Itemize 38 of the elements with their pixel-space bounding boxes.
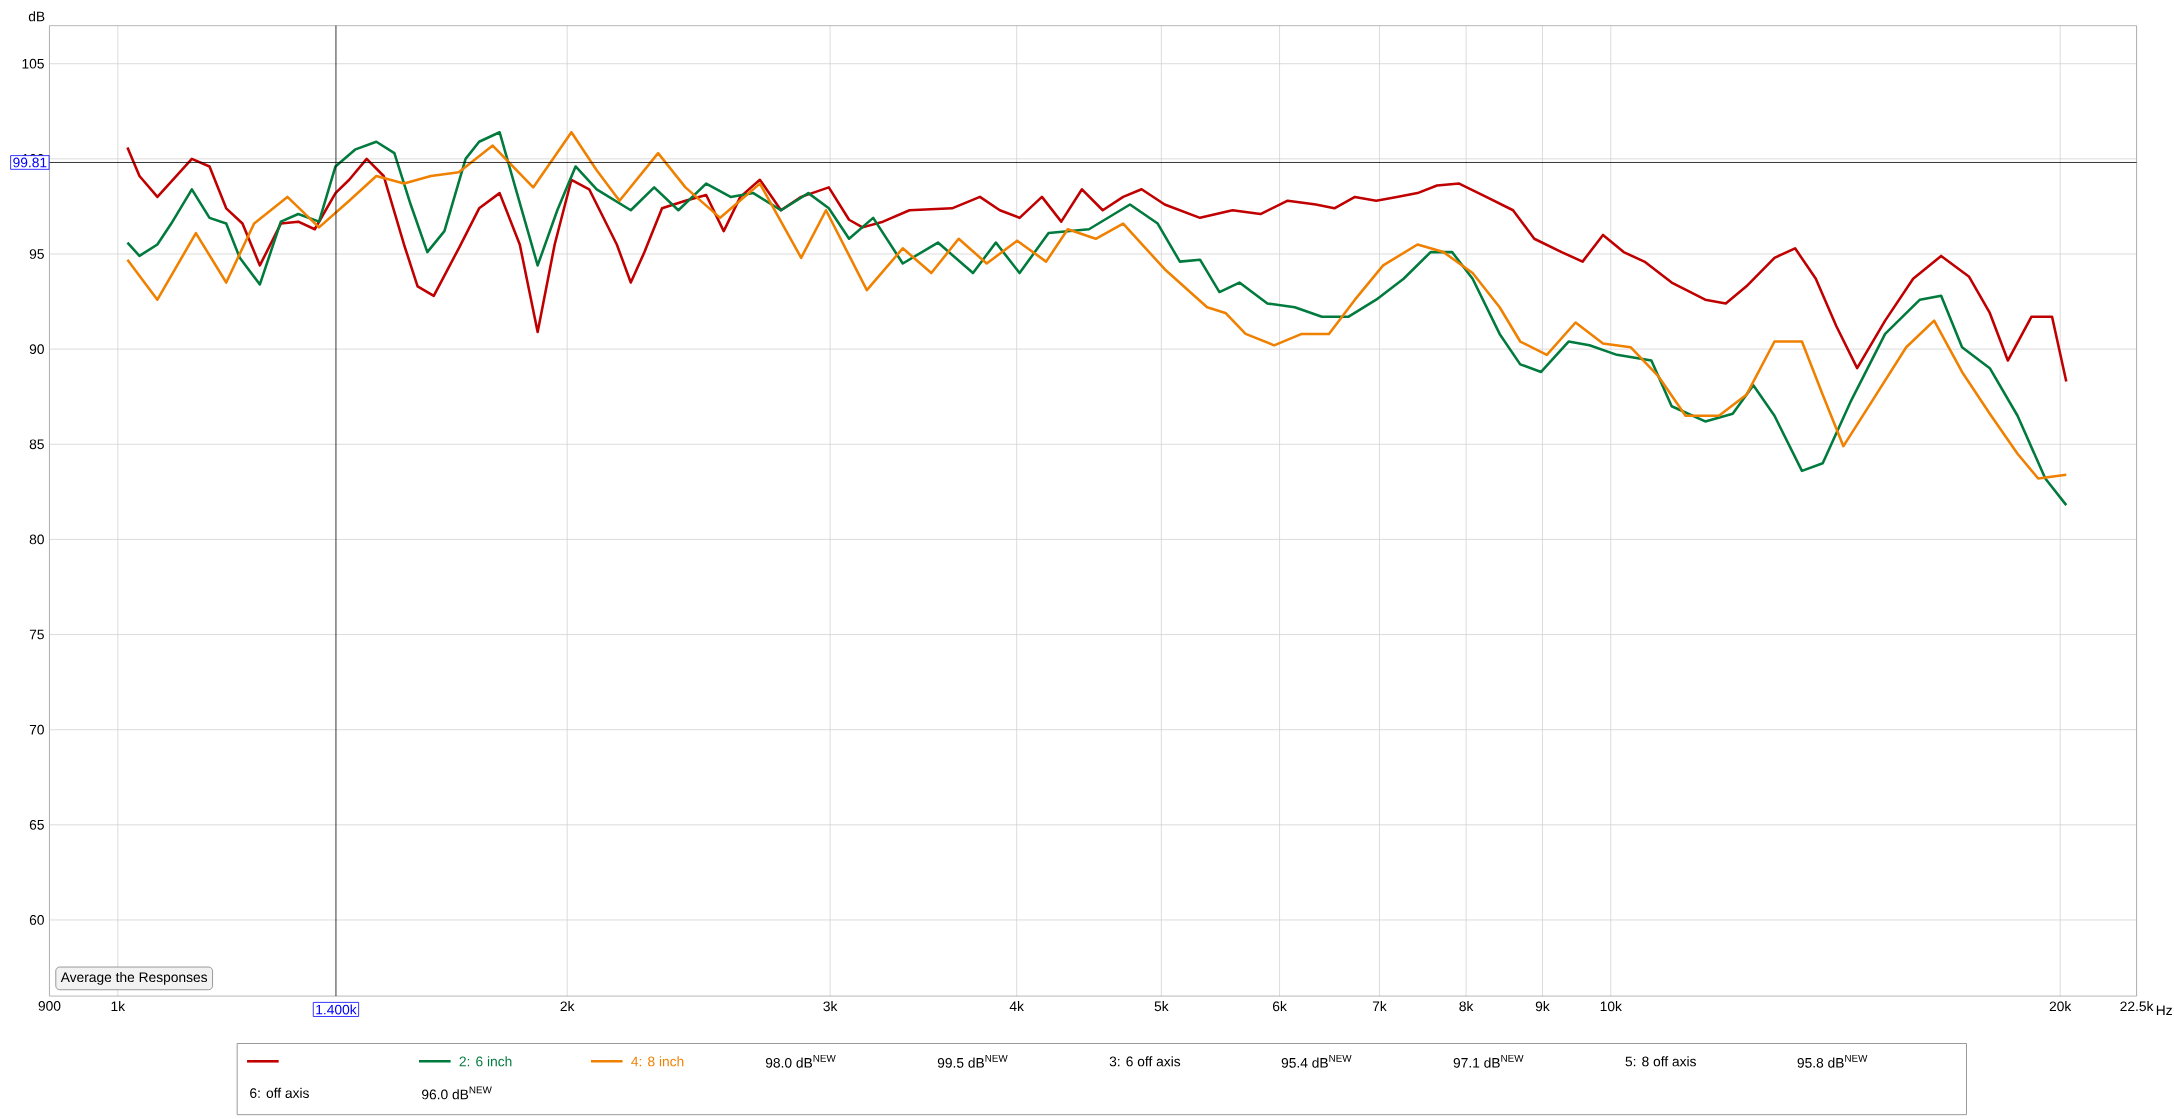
text: 98.0 dB$^{NEW}$ <box>765 1055 836 1068</box>
y-tick-label: 75 <box>29 629 44 640</box>
text: 99.5 dB$^{NEW}$ <box>937 1055 1008 1068</box>
x-tick-label: 4k <box>1009 1001 1024 1012</box>
text: 95.8 dB$^{NEW}$ <box>1797 1055 1868 1068</box>
text: 3: 6 off axis <box>1109 1056 1181 1067</box>
y-tick-label: 105 <box>22 59 44 69</box>
text: 97.1 dB$^{NEW}$ <box>1453 1055 1524 1068</box>
x-tick-label: 3k <box>823 1001 838 1012</box>
x-tick-label: 2k <box>560 1001 575 1012</box>
ref-line-label: 1.400k <box>316 1004 357 1015</box>
text: 6: off axis <box>250 1088 309 1099</box>
x-tick-label: 8k <box>1459 1001 1474 1012</box>
y-axis-title: dB <box>28 11 45 22</box>
y-tick-label: 60 <box>29 915 44 926</box>
x-tick-label: 10k <box>1600 1001 1622 1012</box>
y-tick-label: 85 <box>29 439 44 450</box>
text: 95.4 dB$^{NEW}$ <box>1281 1055 1352 1068</box>
text: 96.0 dB$^{NEW}$ <box>422 1086 492 1100</box>
x-tick-label: 1k <box>111 1001 126 1012</box>
y-tick-label: 90 <box>29 344 44 355</box>
x-tick-label: 5k <box>1154 1001 1169 1012</box>
legend-label: 4: 8 inch <box>631 1056 684 1067</box>
x-axis-title: Hz <box>2156 1005 2172 1016</box>
text: 5: 8 off axis <box>1625 1056 1696 1067</box>
y-tick-label: 95 <box>29 249 44 260</box>
legend-label: 2: 6 inch <box>459 1056 512 1067</box>
x-tick-label: 20k <box>2049 1001 2072 1012</box>
x-tick-label: 22.5k <box>2120 1001 2154 1012</box>
y-tick-label: 65 <box>29 820 44 830</box>
y-tick-label: 80 <box>29 534 44 545</box>
annotation: Average the Responses <box>60 972 208 986</box>
x-tick-label: 6k <box>1272 1001 1287 1012</box>
x-tick-label: 9k <box>1535 1001 1550 1012</box>
y-tick-label: 70 <box>29 725 44 735</box>
x-tick-label: 7k <box>1372 1001 1387 1012</box>
x-tick-label: 900 <box>38 1001 61 1011</box>
ref-line-label: 99.81 <box>13 157 47 168</box>
